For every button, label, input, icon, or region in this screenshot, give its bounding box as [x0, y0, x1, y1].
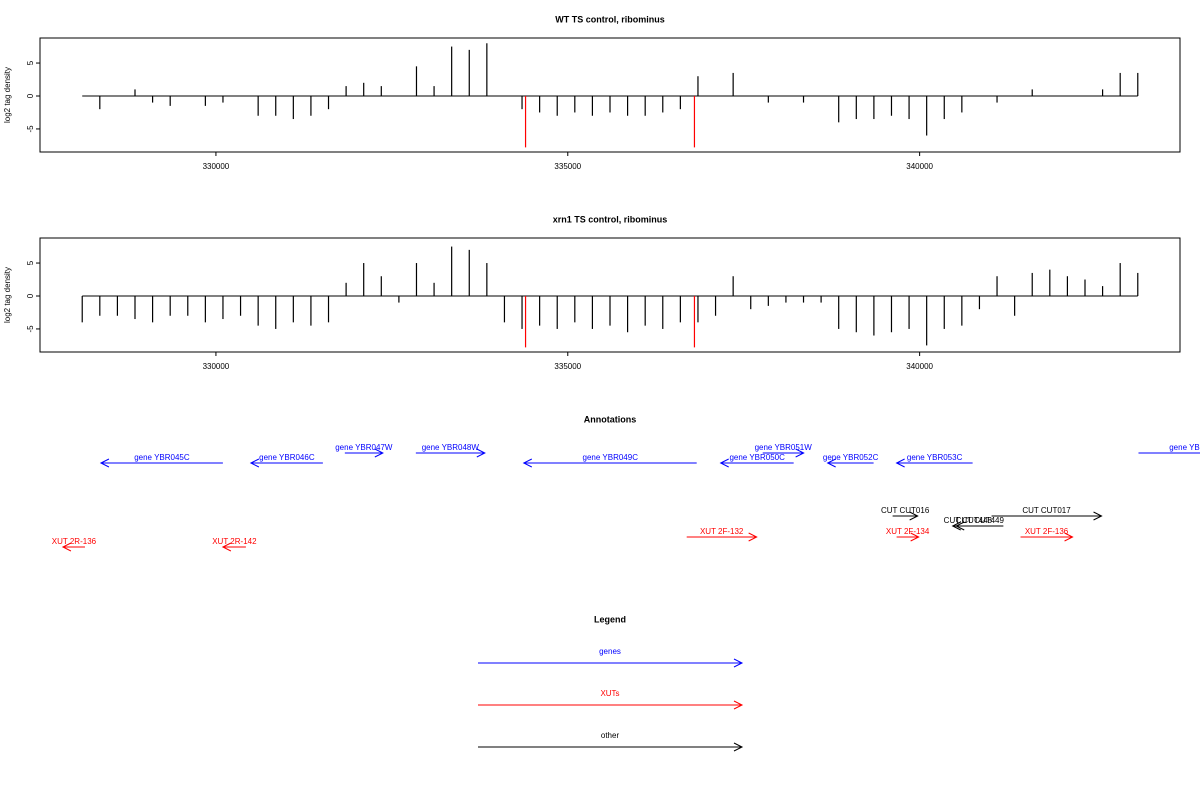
- feature-arrow-part: [895, 458, 905, 468]
- legend-title: Legend: [594, 614, 626, 624]
- y-tick-label: 0: [26, 93, 35, 98]
- feature-arrow: [896, 532, 920, 542]
- feature-arrow: [99, 458, 223, 468]
- feature-arrow-part: [909, 511, 919, 521]
- feature-arrow-part: [99, 458, 110, 468]
- feature-label: gene YBR046C: [259, 453, 315, 462]
- feature-arrow: [1020, 532, 1074, 542]
- feature-arrow-part: [826, 458, 836, 468]
- feature-arrow: [826, 458, 874, 468]
- feature-arrow-part: [910, 532, 920, 542]
- y-axis-label: log2 tag density: [3, 67, 12, 123]
- y-tick-label: 5: [26, 60, 35, 65]
- x-tick-label: 330000: [203, 362, 230, 371]
- legend-arrow: [478, 742, 744, 752]
- feature-arrow-part: [719, 458, 729, 468]
- plot-frame: [39, 237, 1181, 353]
- feature-label: XUT 2F-132: [700, 527, 744, 536]
- feature-arrow: [61, 542, 85, 552]
- feature-label: XUT 2R-136: [52, 537, 97, 546]
- x-tick-label: 330000: [203, 162, 230, 171]
- plot-frame: [39, 37, 1181, 153]
- feature-arrow: [955, 521, 1004, 531]
- feature-arrow: [249, 458, 323, 468]
- feature-arrow: [686, 532, 758, 542]
- x-tick-label: 335000: [554, 162, 581, 171]
- feature-arrow: [895, 458, 973, 468]
- feature-arrow-part: [955, 521, 965, 531]
- y-tick-label: 0: [26, 293, 35, 298]
- feature-arrow-part: [374, 448, 384, 458]
- feature-label: XUT 2F-134: [886, 527, 930, 536]
- feature-label: gene YBR050C: [729, 453, 785, 462]
- feature-arrow-part: [1093, 511, 1103, 521]
- feature-arrow-part: [522, 458, 533, 468]
- feature-arrow-part: [61, 542, 72, 552]
- feature-arrow-part: [476, 448, 486, 458]
- feature-label: XUT 2F-136: [1025, 527, 1069, 536]
- feature-arrow-part: [1064, 532, 1074, 542]
- y-tick-label: -5: [26, 125, 35, 133]
- feature-label: gene YBR047W: [335, 443, 393, 452]
- legend-arrow-part: [733, 658, 744, 668]
- feature-arrow: [522, 458, 697, 468]
- feature-arrow: [344, 448, 384, 458]
- chart-title: xrn1 TS control, ribominus: [553, 214, 668, 224]
- feature-arrow: [415, 448, 486, 458]
- feature-label: XUT 2R-142: [212, 537, 257, 546]
- feature-label: gene YBR045C: [134, 453, 190, 462]
- feature-arrow-part: [748, 532, 758, 542]
- feature-arrow: [1138, 452, 1200, 454]
- feature-arrow-part: [951, 521, 961, 531]
- x-tick-label: 340000: [906, 162, 933, 171]
- feature-label: gene YBR051W: [755, 443, 813, 452]
- legend-arrow: [478, 700, 744, 710]
- chart-title: WT TS control, ribominus: [555, 14, 665, 24]
- y-axis-label: log2 tag density: [3, 267, 12, 323]
- feature-label: CUT CUT017: [1022, 506, 1071, 515]
- legend-arrow: [478, 658, 744, 668]
- legend-arrow-part: [733, 742, 744, 752]
- feature-arrow: [991, 511, 1103, 521]
- x-tick-label: 335000: [554, 362, 581, 371]
- annotations-title: Annotations: [584, 414, 637, 424]
- legend-label: other: [601, 731, 620, 740]
- feature-label: gene YBR048W: [422, 443, 480, 452]
- y-tick-label: -5: [26, 325, 35, 333]
- feature-label: CUT CUT448: [944, 516, 993, 525]
- legend-label: XUTs: [600, 689, 619, 698]
- x-tick-label: 340000: [906, 362, 933, 371]
- feature-arrow-part: [221, 542, 232, 552]
- feature-arrow: [892, 511, 919, 521]
- feature-label: gene YBR052C: [823, 453, 879, 462]
- feature-arrow-part: [795, 448, 805, 458]
- feature-arrow: [719, 458, 794, 468]
- feature-label: gene YBR053C: [907, 453, 963, 462]
- legend-label: genes: [599, 647, 621, 656]
- y-tick-label: 5: [26, 260, 35, 265]
- feature-label: gene YBR049C: [583, 453, 639, 462]
- feature-arrow: [762, 448, 805, 458]
- feature-arrow: [221, 542, 246, 552]
- feature-label: CUT CUT016: [881, 506, 930, 515]
- legend-arrow-part: [733, 700, 744, 710]
- feature-label: gene YBR: [1169, 443, 1200, 452]
- feature-label: CUT CUT449: [956, 516, 1005, 525]
- feature-arrow-part: [249, 458, 260, 468]
